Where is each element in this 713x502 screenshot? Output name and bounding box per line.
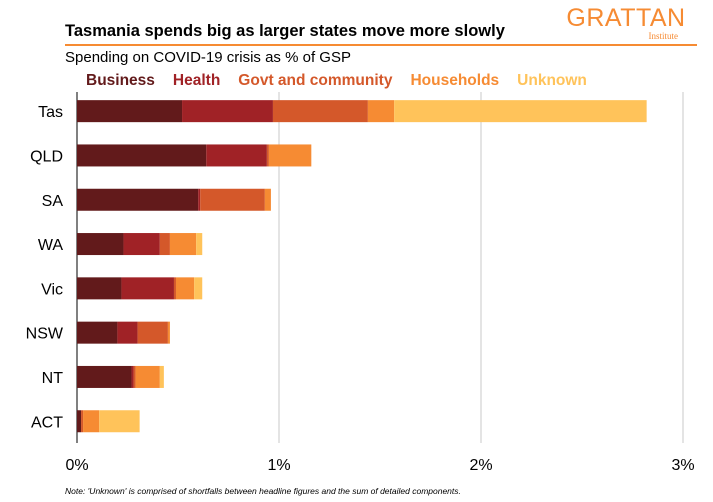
category-label: ACT bbox=[31, 414, 63, 431]
bar-act-govt-and-community bbox=[81, 410, 84, 433]
bar-qld-health bbox=[206, 144, 267, 167]
category-label: QLD bbox=[30, 148, 63, 165]
legend: Business Health Govt and community Househol… bbox=[86, 72, 605, 90]
bar-nt-health bbox=[131, 365, 134, 388]
legend-item-unknown: Unknown bbox=[517, 72, 587, 89]
category-label: Vic bbox=[41, 281, 63, 298]
grattan-logo: GRATTAN Institute bbox=[556, 4, 696, 41]
x-tick-label: 3% bbox=[671, 457, 694, 474]
bar-vic-households bbox=[175, 277, 195, 300]
bar-qld-govt-and-community bbox=[266, 144, 269, 167]
bar-tas-unknown bbox=[394, 100, 647, 123]
bar-qld-business bbox=[77, 144, 207, 167]
chart-note: Note: 'Unknown' is comprised of shortfal… bbox=[65, 486, 461, 496]
legend-item-health: Health bbox=[172, 72, 221, 89]
category-label: NSW bbox=[26, 326, 64, 343]
bar-wa-business bbox=[77, 233, 124, 256]
x-tick-label: 2% bbox=[469, 457, 492, 474]
bar-nt-govt-and-community bbox=[133, 365, 136, 388]
bar-wa-govt-and-community bbox=[159, 233, 170, 256]
bar-sa-health bbox=[198, 188, 201, 211]
bar-vic-health bbox=[121, 277, 174, 300]
category-label: Tas bbox=[38, 104, 63, 121]
category-label: NT bbox=[42, 370, 64, 387]
category-label: WA bbox=[38, 237, 64, 254]
bar-nt-business bbox=[77, 365, 132, 388]
chart-subtitle: Spending on COVID-19 crisis as % of GSP bbox=[65, 49, 351, 66]
chart-title: Tasmania spends big as larger states mov… bbox=[65, 22, 505, 40]
logo-subtitle: Institute bbox=[648, 31, 679, 41]
bar-qld-households bbox=[268, 144, 312, 167]
bar-wa-households bbox=[169, 233, 197, 256]
bar-sa-households bbox=[264, 188, 271, 211]
bar-tas-business bbox=[77, 100, 183, 123]
logo-wordmark: GRATTAN bbox=[566, 4, 686, 32]
bar-tas-health bbox=[182, 100, 273, 123]
legend-item-households: Households bbox=[410, 72, 500, 89]
legend-item-govt-and-community: Govt and community bbox=[238, 72, 393, 89]
bar-tas-households bbox=[367, 100, 395, 123]
bar-wa-health bbox=[123, 233, 160, 256]
bar-sa-govt-and-community bbox=[200, 188, 265, 211]
legend-item-business: Business bbox=[86, 72, 155, 89]
x-tick-label: 0% bbox=[65, 457, 88, 474]
bar-wa-unknown bbox=[196, 233, 203, 256]
bar-nsw-business bbox=[77, 321, 118, 344]
bar-nt-unknown bbox=[159, 365, 164, 388]
x-tick-label: 1% bbox=[267, 457, 290, 474]
bar-act-unknown bbox=[99, 410, 140, 433]
bar-vic-unknown bbox=[194, 277, 203, 300]
bar-nsw-health bbox=[117, 321, 138, 344]
title-rule bbox=[65, 44, 697, 46]
bar-tas-govt-and-community bbox=[272, 100, 368, 123]
bar-vic-business bbox=[77, 277, 122, 300]
bar-nsw-govt-and-community bbox=[137, 321, 168, 344]
bar-nt-households bbox=[135, 365, 160, 388]
bar-vic-govt-and-community bbox=[173, 277, 176, 300]
bar-act-business bbox=[77, 410, 82, 433]
bar-nsw-households bbox=[167, 321, 170, 344]
category-label: SA bbox=[42, 193, 64, 210]
bar-sa-business bbox=[77, 188, 199, 211]
bar-act-households bbox=[83, 410, 100, 433]
